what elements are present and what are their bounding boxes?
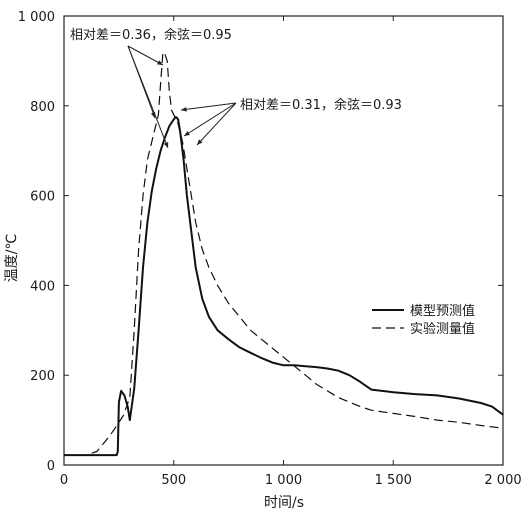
y-axis-label: 温度/℃ (4, 234, 20, 282)
annotation-arrow (127, 45, 164, 66)
annotation-arrow (196, 102, 237, 146)
annotation-arrowhead (181, 107, 187, 112)
annotation-arrow (127, 45, 169, 149)
series-line-experiment-measurement (64, 51, 504, 456)
plot-axes (63, 15, 504, 466)
x-tick-label: 1 000 (265, 473, 302, 488)
plot-frame (63, 15, 504, 466)
annotations-layer: 相对差＝0.36，余弦＝0.95 相对差＝0.31，余弦＝0.93 (70, 27, 402, 149)
annotation-arrowhead (157, 60, 163, 65)
y-tick-label: 800 (30, 100, 55, 115)
annotation-arrow (180, 102, 237, 111)
annotation-arrow (183, 102, 237, 137)
y-tick-label: 0 (47, 459, 55, 474)
x-axis-label: 时间/s (264, 495, 304, 511)
y-tick-label: 600 (30, 190, 55, 205)
y-tick-label: 400 (30, 279, 55, 294)
y-tick-label: 1 000 (18, 10, 55, 25)
x-tick-label: 0 (60, 473, 68, 488)
annotation-arrowhead (197, 139, 203, 145)
x-tick-label: 500 (161, 473, 186, 488)
series-layer (64, 51, 504, 457)
x-tick-label: 2 000 (484, 473, 521, 488)
annotation-1: 相对差＝0.36，余弦＝0.95 (70, 27, 232, 43)
annotation-2: 相对差＝0.31，余弦＝0.93 (240, 97, 402, 113)
axis-ticks: 0 500 1 000 1 500 2 000 0 200 400 600 800 1 000 (18, 10, 522, 488)
y-tick-label: 200 (30, 369, 55, 384)
annotation-arrowhead (163, 142, 169, 148)
annotation-arrowhead (184, 131, 190, 136)
x-tick-label: 1 500 (375, 473, 412, 488)
series-line-model-prediction (64, 116, 504, 457)
legend-label: 模型预测值 (410, 303, 475, 319)
legend-label: 实验测量值 (410, 321, 475, 337)
